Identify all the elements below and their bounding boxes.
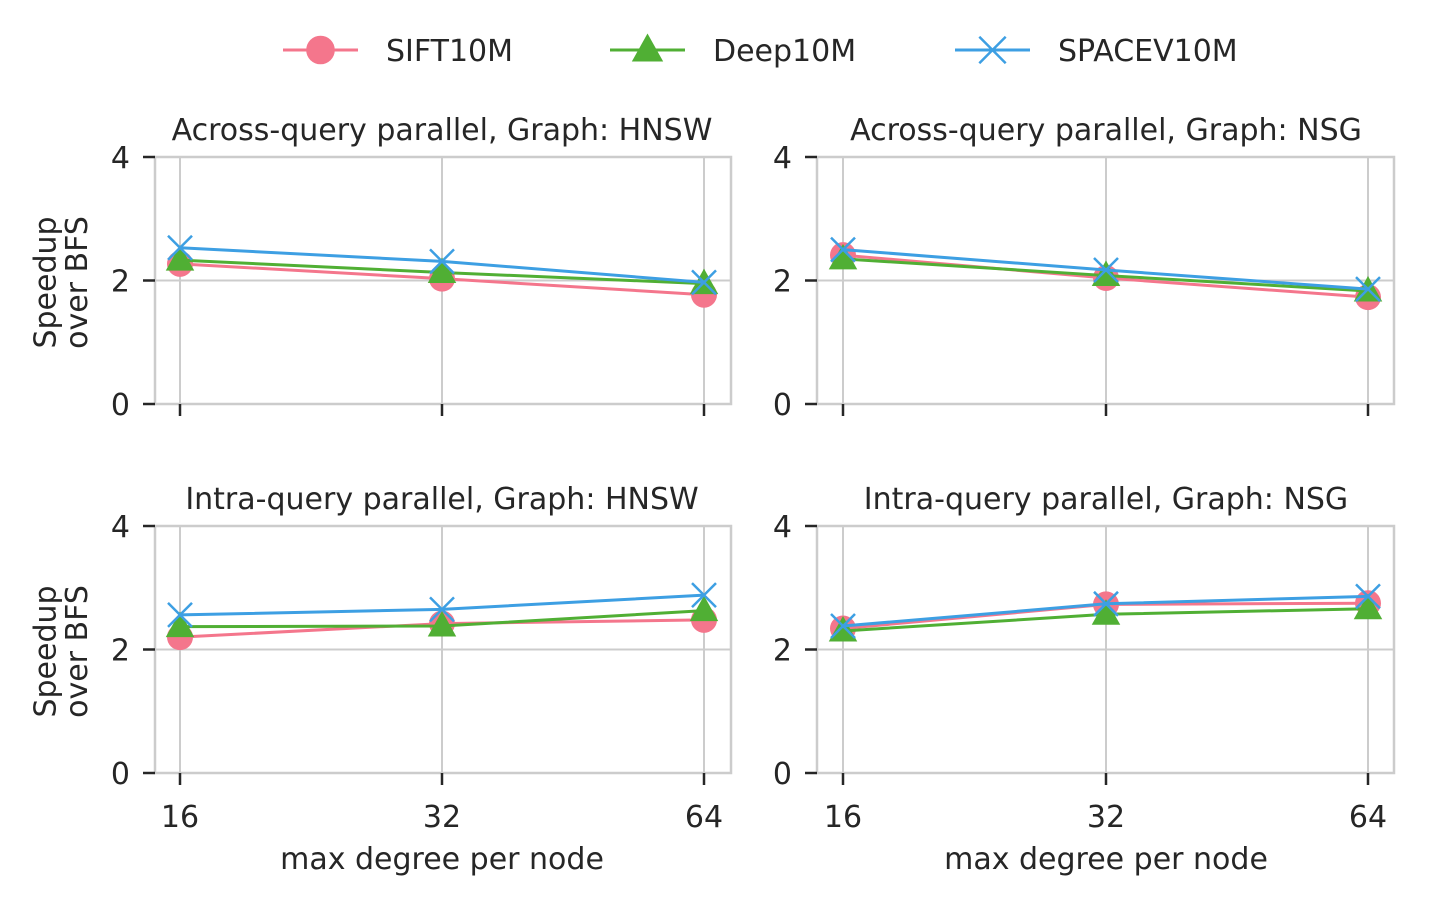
y-axis-label-line: over BFS	[60, 216, 95, 349]
data-point	[1353, 593, 1383, 620]
data-point	[1355, 276, 1381, 303]
panel-title: Intra-query parallel, Graph: HNSW	[185, 482, 698, 517]
legend-item-spacev10m: SPACEV10M	[955, 34, 1238, 69]
y-tick-label: 4	[111, 510, 130, 545]
chart-panel-3: 0 2 4 16 32 64 Intra-query parallel, Graph: HN…	[29, 482, 733, 877]
y-axis-label-line: Speedup	[29, 216, 64, 348]
panel-title: Intra-query parallel, Graph: NSG	[864, 482, 1348, 517]
legend-label: SPACEV10M	[1058, 34, 1238, 69]
panel-title: Across-query parallel, Graph: NSG	[850, 113, 1362, 148]
x-tick-label: 16	[161, 800, 199, 835]
legend-marker-triangle	[631, 33, 664, 62]
data-point	[427, 611, 457, 637]
panel-title: Across-query parallel, Graph: HNSW	[172, 113, 713, 148]
data-point	[830, 613, 856, 639]
data-point	[691, 269, 717, 296]
series-spacev10m	[830, 583, 1381, 639]
data-point	[828, 243, 858, 270]
data-point	[1091, 599, 1121, 625]
y-tick-label: 2	[111, 634, 130, 669]
y-axis-label: Speedupover BFS	[29, 585, 96, 718]
y-tick-label: 4	[773, 141, 792, 176]
chart-panel-4: 0 2 4 16 32 64 Intra-query parallel, Graph: NS…	[773, 482, 1396, 877]
x-tick-label: 64	[1349, 800, 1387, 835]
legend-item-sift10m: SIFT10M	[283, 34, 513, 69]
chart-panel-2: 0 2 4 Across-query parallel, Graph: NSG	[773, 113, 1396, 423]
y-tick-label: 0	[111, 757, 130, 792]
y-tick-label: 4	[773, 510, 792, 545]
series-spacev10m	[830, 236, 1381, 303]
x-axis-label: max degree per node	[944, 842, 1268, 877]
data-point	[165, 245, 195, 271]
x-tick-label: 32	[1087, 800, 1125, 835]
legend-label: Deep10M	[713, 34, 856, 69]
y-tick-label: 0	[773, 757, 792, 792]
data-point	[165, 611, 195, 638]
series-deep10m	[165, 595, 719, 638]
y-axis-label-line: over BFS	[60, 585, 95, 718]
data-point	[167, 234, 193, 261]
data-point	[828, 615, 858, 642]
series-deep10m	[828, 593, 1383, 642]
y-tick-label: 2	[111, 265, 130, 300]
legend-label: SIFT10M	[386, 34, 513, 69]
chart-panel-1: 0 2 4 Across-query parallel, Graph: HNSW Spe…	[29, 113, 733, 423]
data-point	[427, 257, 457, 283]
legend-item-deep10m: Deep10M	[610, 33, 856, 69]
y-tick-label: 0	[773, 388, 792, 423]
x-tick-label: 16	[824, 800, 862, 835]
data-point	[1093, 257, 1119, 283]
data-point	[830, 236, 856, 263]
data-point	[691, 582, 717, 609]
series-spacev10m	[167, 582, 717, 628]
data-point	[167, 602, 193, 628]
y-tick-label: 0	[111, 388, 130, 423]
data-point	[1355, 583, 1381, 610]
x-axis-label: max degree per node	[280, 842, 604, 877]
y-tick-label: 2	[773, 634, 792, 669]
y-tick-label: 4	[111, 141, 130, 176]
y-axis-label-line: Speedup	[29, 585, 64, 717]
series-spacev10m	[167, 234, 717, 296]
y-tick-label: 2	[773, 265, 792, 300]
legend-marker-x	[978, 35, 1007, 65]
y-axis-label: Speedupover BFS	[29, 216, 96, 349]
data-point	[689, 595, 719, 622]
x-tick-label: 64	[685, 800, 723, 835]
chart-panels: 0 2 4 Across-query parallel, Graph: HNSW Spe…	[29, 113, 1396, 877]
legend: SIFT10M Deep10M SPACEV10M	[283, 33, 1238, 69]
legend-marker-circle	[306, 35, 335, 65]
x-tick-label: 32	[423, 800, 461, 835]
data-point	[1091, 260, 1121, 287]
data-point	[429, 248, 455, 275]
data-point	[429, 596, 455, 623]
data-point	[1093, 590, 1119, 617]
